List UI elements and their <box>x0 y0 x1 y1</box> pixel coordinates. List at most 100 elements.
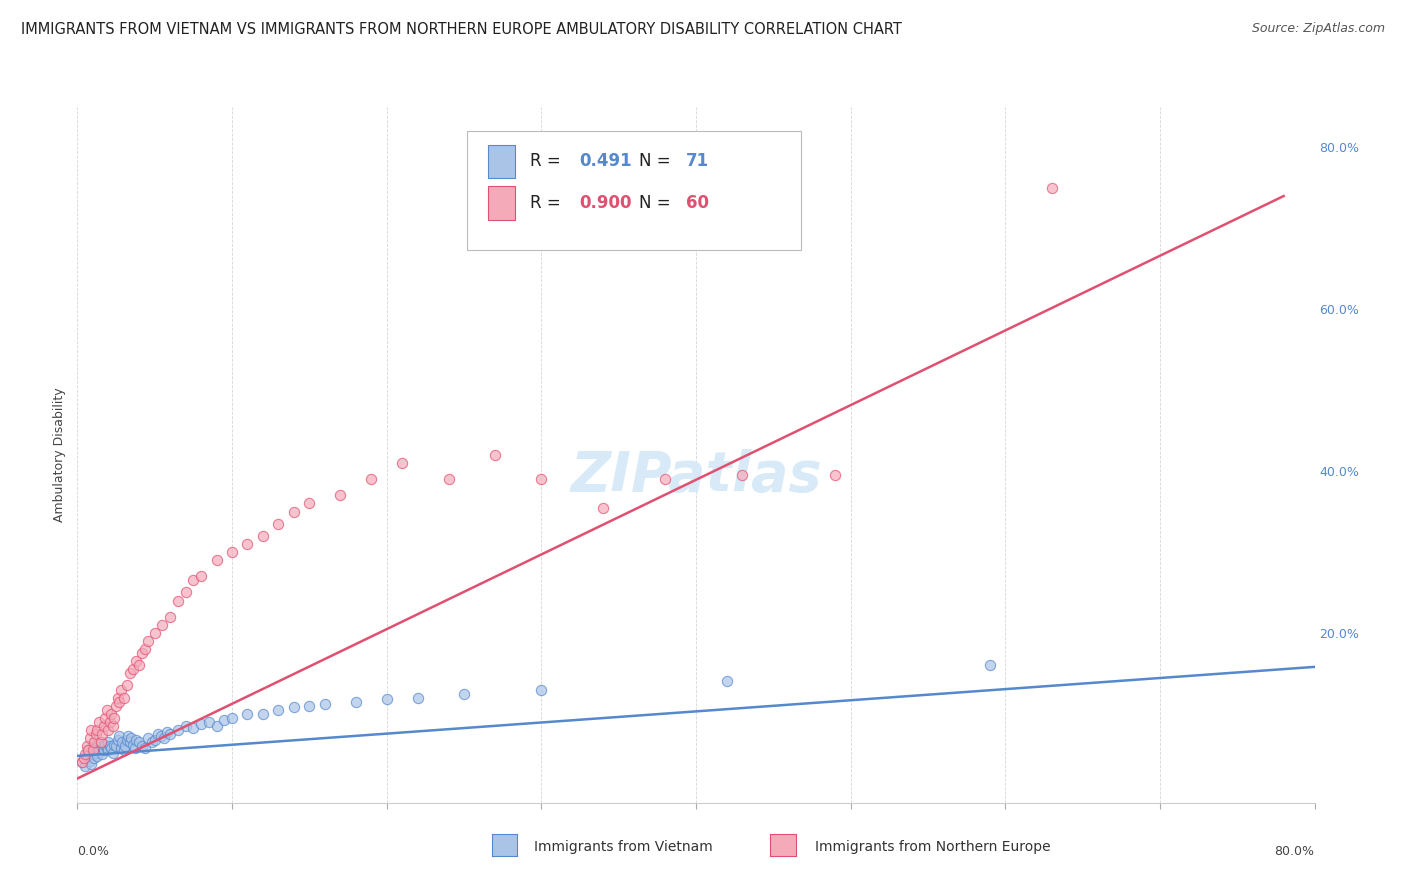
Point <box>96 740 118 755</box>
Point <box>406 690 429 705</box>
Point <box>167 723 190 737</box>
Point <box>221 545 243 559</box>
Point <box>437 472 460 486</box>
Point <box>84 727 107 741</box>
Point <box>103 711 125 725</box>
Point <box>183 574 205 588</box>
Text: 0.900: 0.900 <box>579 194 633 212</box>
Point <box>159 727 181 741</box>
Point <box>105 698 128 713</box>
Point <box>360 472 382 486</box>
Point <box>141 735 163 749</box>
Point <box>205 719 228 733</box>
Text: R =: R = <box>530 194 567 212</box>
Point <box>87 743 110 757</box>
Point <box>98 714 121 729</box>
Text: R =: R = <box>530 153 567 170</box>
Point <box>86 748 108 763</box>
Point <box>101 746 124 760</box>
Point <box>76 748 98 763</box>
Point <box>283 504 305 518</box>
Point <box>70 756 93 770</box>
Point <box>84 740 107 755</box>
Point <box>97 743 120 757</box>
Point <box>1040 181 1063 195</box>
Point <box>108 730 131 744</box>
Point <box>124 740 146 755</box>
Point <box>484 448 506 462</box>
Point <box>143 732 166 747</box>
Point <box>530 472 553 486</box>
Text: ZIPatlas: ZIPatlas <box>571 449 821 503</box>
Text: 60: 60 <box>686 194 709 212</box>
Point <box>824 468 846 483</box>
Point <box>592 500 614 515</box>
Point <box>83 751 105 765</box>
Point <box>167 593 190 607</box>
Point <box>134 642 156 657</box>
Point <box>146 727 169 741</box>
Point <box>91 727 114 741</box>
Point <box>134 740 156 755</box>
Point <box>118 735 141 749</box>
Point <box>96 703 118 717</box>
Text: Source: ZipAtlas.com: Source: ZipAtlas.com <box>1251 22 1385 36</box>
Point <box>82 747 104 762</box>
Point <box>979 658 1001 673</box>
Point <box>93 743 115 757</box>
Text: 80.0%: 80.0% <box>1275 845 1315 857</box>
Point <box>97 723 120 737</box>
Point <box>125 732 148 747</box>
Point <box>100 706 122 721</box>
Point <box>94 738 117 752</box>
Point <box>107 732 129 747</box>
Text: N =: N = <box>640 153 676 170</box>
Point <box>267 703 290 717</box>
Point <box>76 739 98 754</box>
Point <box>108 695 131 709</box>
Point <box>105 739 128 754</box>
Point <box>375 692 398 706</box>
Point <box>101 719 124 733</box>
Point <box>79 731 101 745</box>
Point <box>131 646 153 660</box>
Point <box>128 735 150 749</box>
Point <box>75 759 96 773</box>
Point <box>298 496 321 510</box>
Text: N =: N = <box>640 194 676 212</box>
Point <box>153 731 176 745</box>
Point <box>205 553 228 567</box>
Point <box>90 735 112 749</box>
Point <box>125 654 148 668</box>
Text: Immigrants from Northern Europe: Immigrants from Northern Europe <box>815 840 1052 855</box>
Point <box>121 731 143 745</box>
Point <box>86 723 108 737</box>
Point <box>152 617 174 632</box>
Point <box>90 739 112 754</box>
Point <box>391 456 413 470</box>
Point <box>149 730 172 744</box>
Point <box>214 713 236 727</box>
Point <box>131 739 153 754</box>
Point <box>82 743 104 757</box>
Point <box>283 700 305 714</box>
Point <box>100 740 122 755</box>
Point <box>72 751 94 765</box>
Point <box>80 723 103 737</box>
Point <box>138 634 160 648</box>
Point <box>236 706 259 721</box>
Point <box>107 690 129 705</box>
Y-axis label: Ambulatory Disability: Ambulatory Disability <box>53 388 66 522</box>
Point <box>97 735 120 749</box>
Point <box>87 714 110 729</box>
Text: Immigrants from Vietnam: Immigrants from Vietnam <box>534 840 713 855</box>
Point <box>716 674 738 689</box>
Point <box>84 746 107 760</box>
Point <box>156 724 179 739</box>
Point <box>93 719 115 733</box>
Point <box>128 658 150 673</box>
Point <box>174 719 197 733</box>
Point <box>117 730 139 744</box>
Text: 71: 71 <box>686 153 709 170</box>
Point <box>174 585 197 599</box>
